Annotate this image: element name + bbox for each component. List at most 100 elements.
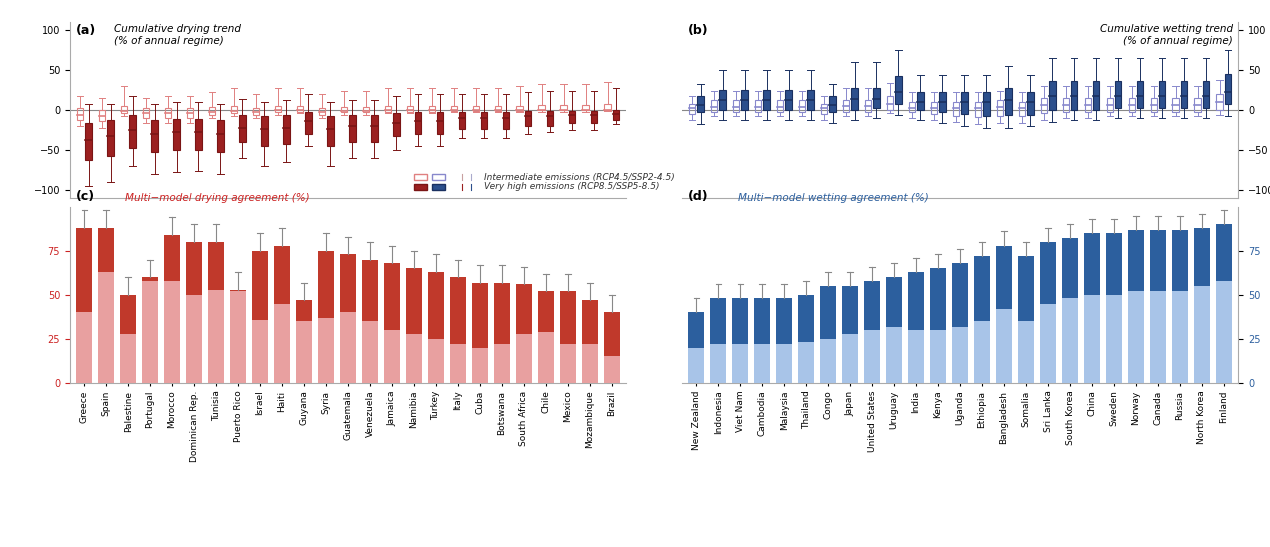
Bar: [1138, 81, 1143, 108]
Bar: [820, 339, 836, 383]
Bar: [121, 295, 136, 383]
Bar: [362, 321, 378, 383]
Bar: [494, 106, 500, 110]
Bar: [754, 344, 770, 383]
Bar: [231, 106, 236, 113]
Bar: [187, 242, 202, 383]
Bar: [842, 100, 848, 112]
Bar: [974, 321, 991, 383]
Bar: [76, 228, 91, 383]
Bar: [930, 269, 946, 383]
Bar: [605, 357, 620, 383]
Bar: [385, 106, 391, 112]
Bar: [76, 108, 83, 120]
Bar: [516, 334, 532, 383]
Bar: [481, 112, 488, 129]
Bar: [253, 251, 268, 383]
Bar: [1172, 230, 1187, 383]
Bar: [362, 107, 368, 112]
Bar: [688, 103, 695, 114]
Bar: [1172, 98, 1179, 112]
Bar: [415, 112, 422, 134]
Bar: [711, 100, 716, 112]
Bar: [613, 110, 620, 120]
Bar: [930, 330, 946, 383]
Bar: [560, 105, 566, 110]
Bar: [526, 110, 531, 126]
Bar: [1019, 256, 1034, 383]
Bar: [208, 107, 215, 115]
Bar: [688, 312, 704, 383]
Bar: [318, 251, 334, 383]
Bar: [560, 344, 575, 383]
Bar: [406, 269, 422, 383]
Text: Very high emissions (RCP8.5/SSP5-8.5): Very high emissions (RCP8.5/SSP5-8.5): [484, 182, 660, 191]
Bar: [820, 103, 827, 114]
Bar: [494, 344, 509, 383]
Bar: [1128, 230, 1144, 383]
Bar: [187, 108, 193, 118]
Bar: [605, 104, 611, 110]
Bar: [754, 298, 770, 383]
Bar: [1217, 224, 1232, 383]
Bar: [582, 300, 598, 383]
Bar: [406, 106, 413, 112]
Bar: [1106, 233, 1121, 383]
Bar: [940, 92, 946, 112]
Bar: [776, 344, 792, 383]
Bar: [864, 330, 880, 383]
Bar: [305, 112, 311, 134]
Text: Multi−model drying agreement (%): Multi−model drying agreement (%): [126, 193, 310, 203]
Bar: [1106, 295, 1121, 383]
Bar: [1040, 304, 1055, 383]
Bar: [799, 295, 814, 383]
Bar: [98, 272, 114, 383]
Bar: [1151, 292, 1166, 383]
Bar: [697, 96, 704, 112]
Bar: [1085, 295, 1100, 383]
Bar: [842, 286, 859, 383]
Bar: [710, 344, 726, 383]
Bar: [1160, 81, 1166, 108]
Bar: [886, 277, 902, 383]
Bar: [1151, 98, 1157, 112]
Bar: [996, 246, 1012, 383]
Text: (c): (c): [75, 190, 94, 203]
Bar: [384, 263, 400, 383]
Bar: [1062, 238, 1078, 383]
Bar: [961, 92, 968, 114]
Bar: [1129, 98, 1134, 112]
Bar: [450, 344, 466, 383]
Bar: [187, 295, 202, 383]
Bar: [274, 246, 290, 383]
Bar: [908, 102, 914, 112]
Bar: [296, 321, 312, 383]
Bar: [108, 120, 113, 156]
Bar: [1085, 98, 1091, 112]
Bar: [865, 100, 871, 112]
Text: Intermediate emissions (RCP4.5/SSP2-4.5): Intermediate emissions (RCP4.5/SSP2-4.5): [484, 173, 676, 182]
Bar: [165, 108, 170, 118]
Bar: [908, 330, 925, 383]
Bar: [952, 102, 959, 115]
Bar: [1049, 81, 1055, 110]
Bar: [1019, 102, 1025, 117]
Bar: [569, 110, 575, 123]
Bar: [733, 100, 739, 112]
Bar: [829, 96, 836, 112]
Bar: [76, 312, 91, 383]
Bar: [472, 282, 488, 383]
Bar: [1093, 81, 1100, 110]
Bar: [1062, 298, 1078, 383]
Bar: [340, 312, 356, 383]
Bar: [983, 92, 989, 117]
Bar: [777, 100, 782, 112]
Bar: [384, 330, 400, 383]
Bar: [371, 115, 377, 142]
Bar: [1203, 81, 1209, 108]
Bar: [820, 286, 836, 383]
Text: Cumulative drying trend
(% of annual regime): Cumulative drying trend (% of annual reg…: [114, 24, 241, 46]
Bar: [592, 110, 597, 123]
Bar: [785, 90, 791, 110]
Bar: [1128, 292, 1144, 383]
